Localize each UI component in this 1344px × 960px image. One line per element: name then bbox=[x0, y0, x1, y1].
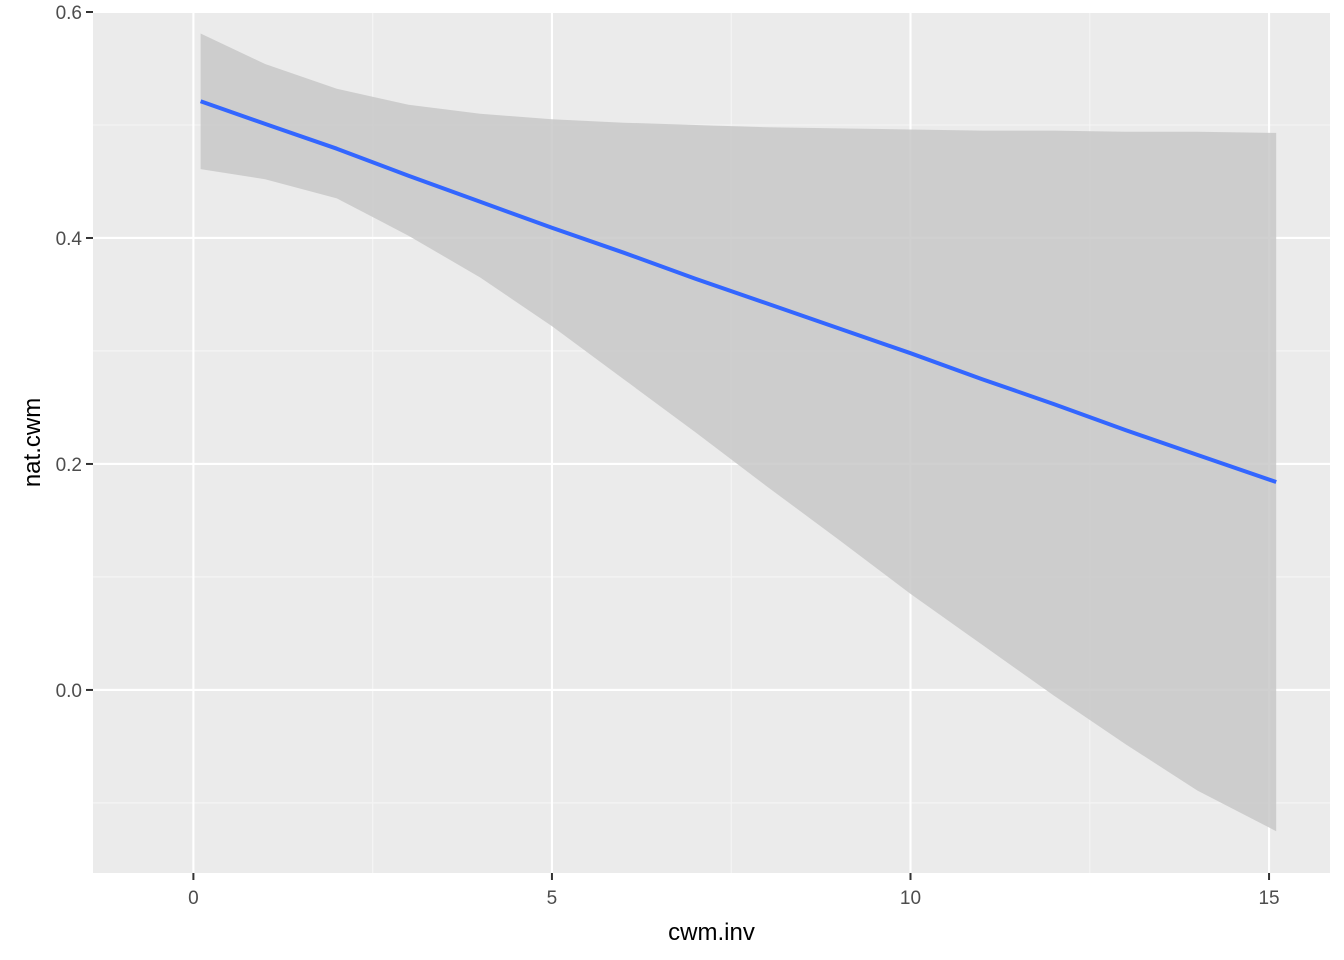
y-tick-label: 0.2 bbox=[56, 455, 82, 476]
x-axis-title: cwm.inv bbox=[668, 919, 755, 946]
x-tick-label: 5 bbox=[547, 888, 558, 909]
y-tick-label: 0.0 bbox=[56, 681, 82, 702]
y-axis-title: nat.cwm bbox=[19, 398, 46, 487]
y-axis: 0.0 0.2 0.4 0.6 bbox=[56, 3, 93, 702]
y-tick-label: 0.4 bbox=[56, 229, 83, 250]
x-tick-label: 0 bbox=[188, 888, 199, 909]
x-tick-label: 15 bbox=[1258, 888, 1279, 909]
x-axis: 0 5 10 15 bbox=[188, 873, 1280, 909]
x-tick-label: 10 bbox=[900, 888, 921, 909]
confidence-ribbon bbox=[200, 33, 1277, 832]
y-tick-label: 0.6 bbox=[56, 3, 82, 24]
fit-line bbox=[199, 99, 1277, 484]
